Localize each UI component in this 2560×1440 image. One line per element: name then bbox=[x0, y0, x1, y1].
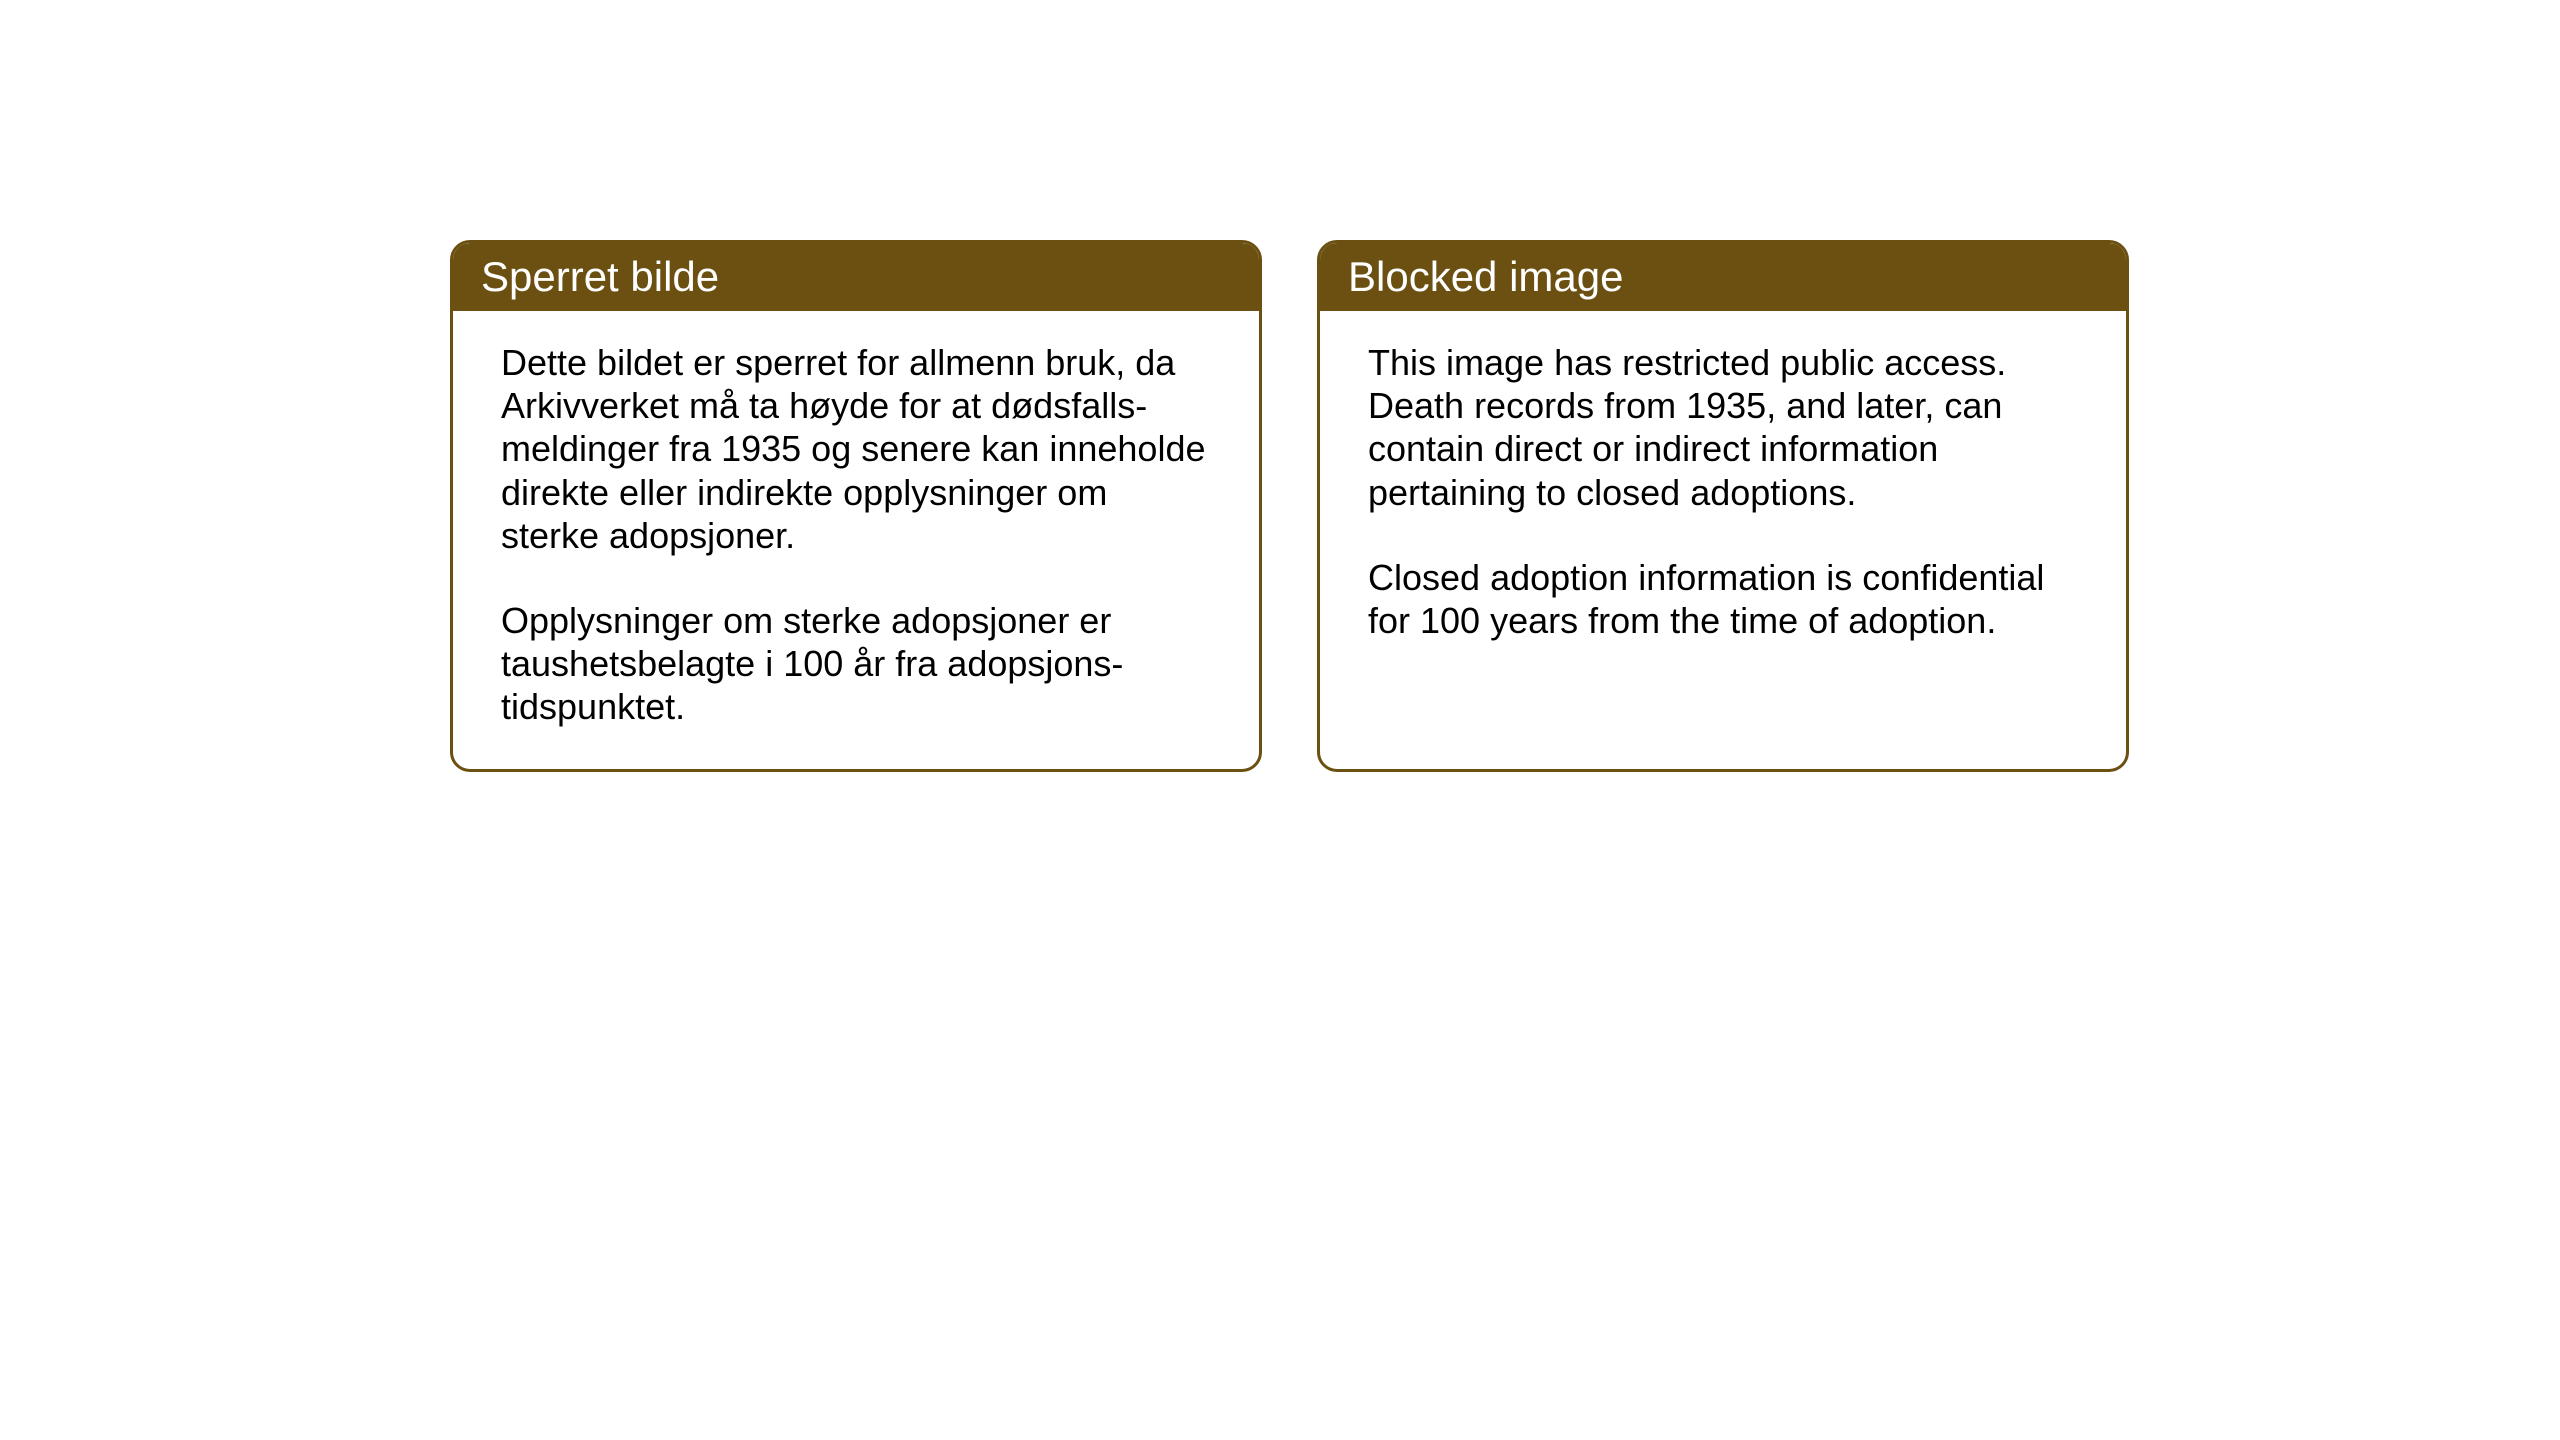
cards-container: Sperret bilde Dette bildet er sperret fo… bbox=[450, 240, 2129, 772]
norwegian-paragraph-1: Dette bildet er sperret for allmenn bruk… bbox=[501, 341, 1211, 557]
english-card-title: Blocked image bbox=[1320, 243, 2126, 311]
norwegian-card-body: Dette bildet er sperret for allmenn bruk… bbox=[453, 311, 1259, 769]
english-paragraph-1: This image has restricted public access.… bbox=[1368, 341, 2078, 514]
norwegian-card-title: Sperret bilde bbox=[453, 243, 1259, 311]
norwegian-card: Sperret bilde Dette bildet er sperret fo… bbox=[450, 240, 1262, 772]
norwegian-paragraph-2: Opplysninger om sterke adopsjoner er tau… bbox=[501, 599, 1211, 729]
english-card-body: This image has restricted public access.… bbox=[1320, 311, 2126, 751]
english-card: Blocked image This image has restricted … bbox=[1317, 240, 2129, 772]
english-paragraph-2: Closed adoption information is confident… bbox=[1368, 556, 2078, 642]
